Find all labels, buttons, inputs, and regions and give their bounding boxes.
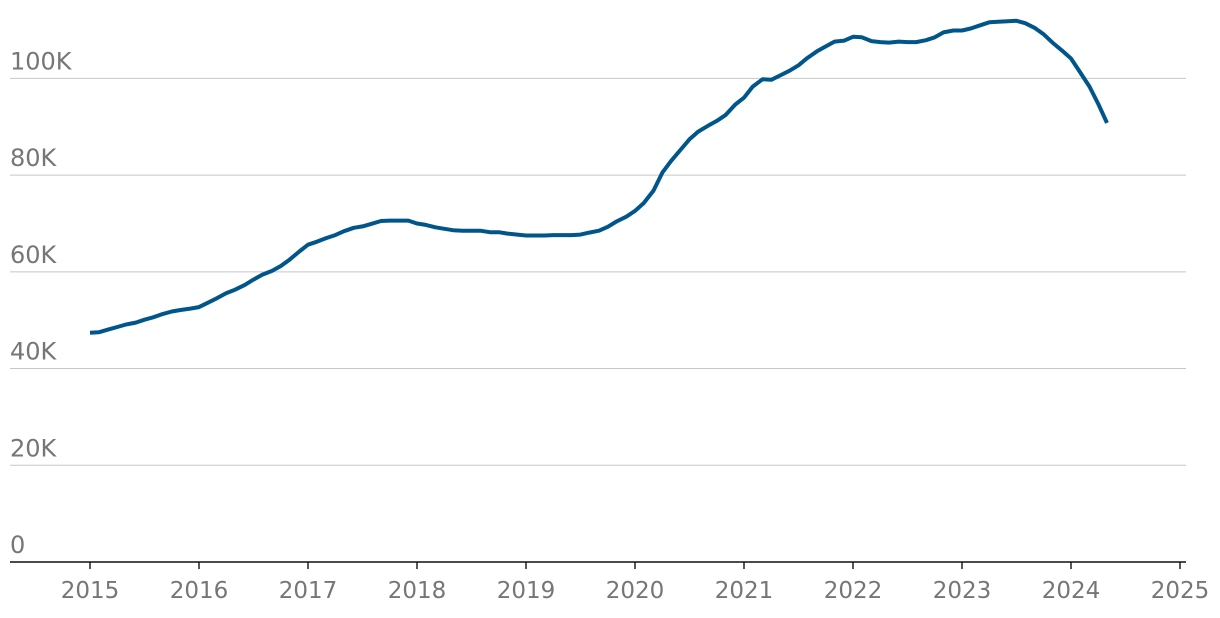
y-tick-label: 60K xyxy=(10,241,58,269)
x-tick-label: 2019 xyxy=(497,578,556,604)
series-line-0 xyxy=(89,18,1109,335)
x-axis: 2015 2016 2017 2018 2019 2020 2021 2022 2023 2024… xyxy=(10,561,1210,604)
gridlines xyxy=(10,77,1186,466)
y-tick-label: 20K xyxy=(10,434,58,462)
series-layer xyxy=(89,18,1109,335)
y-tick-label: 0 xyxy=(10,531,25,559)
x-tick-label: 2021 xyxy=(715,578,774,604)
x-tick-label: 2022 xyxy=(824,578,883,604)
y-tick-label: 40K xyxy=(10,338,58,366)
y-tick-label: 100K xyxy=(10,47,73,75)
x-tick-label: 2016 xyxy=(170,578,229,604)
x-tick-label: 2015 xyxy=(61,578,120,604)
x-tick-label: 2025 xyxy=(1151,578,1210,604)
x-tick-label: 2023 xyxy=(933,578,992,604)
y-tick-label: 80K xyxy=(10,144,58,172)
x-tick-label: 2024 xyxy=(1042,578,1101,604)
x-tick-label: 2020 xyxy=(606,578,665,604)
y-axis-tick-labels: 0 20K 40K 60K 80K 100K xyxy=(10,47,73,559)
x-tick-label: 2018 xyxy=(388,578,447,604)
x-tick-label: 2017 xyxy=(279,578,338,604)
